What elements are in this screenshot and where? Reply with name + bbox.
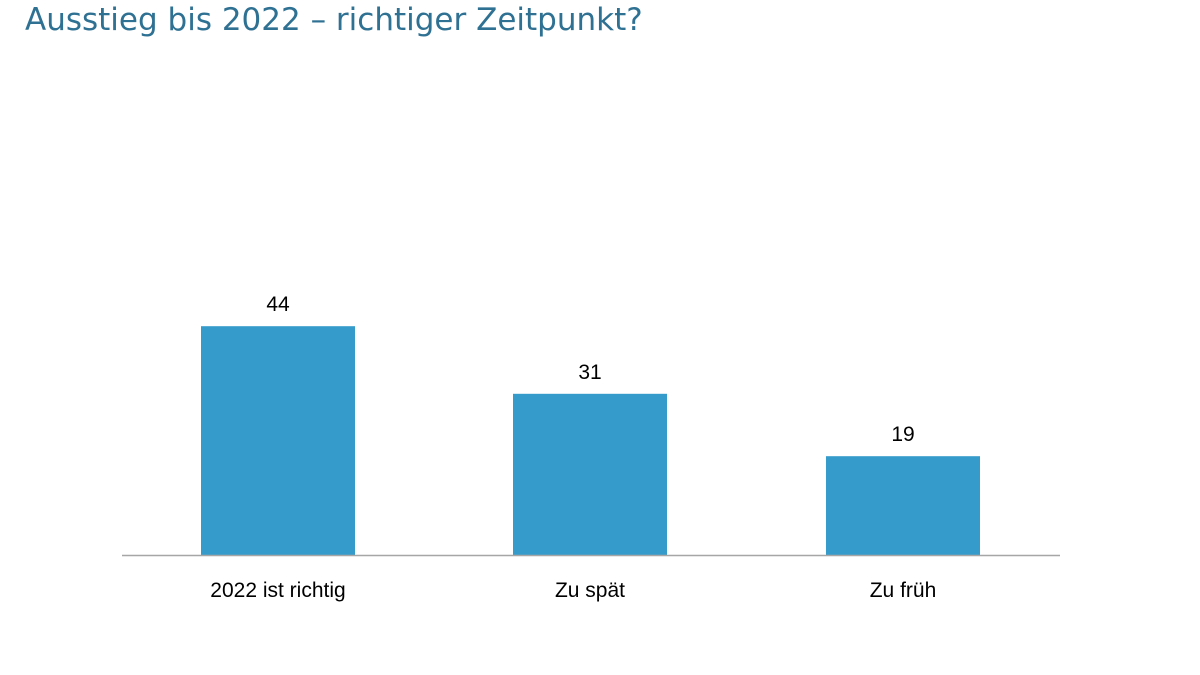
category-label: Zu spät [555, 579, 625, 602]
category-label: Zu früh [870, 579, 937, 602]
data-label: 44 [266, 293, 290, 316]
bar-1 [201, 326, 355, 555]
data-label: 31 [578, 361, 601, 384]
data-label: 19 [891, 423, 914, 446]
category-label: 2022 ist richtig [210, 579, 345, 602]
bar-3 [826, 456, 980, 555]
chart-title: Ausstieg bis 2022 – richtiger Zeitpunkt? [25, 2, 643, 38]
bar-2 [513, 393, 667, 555]
